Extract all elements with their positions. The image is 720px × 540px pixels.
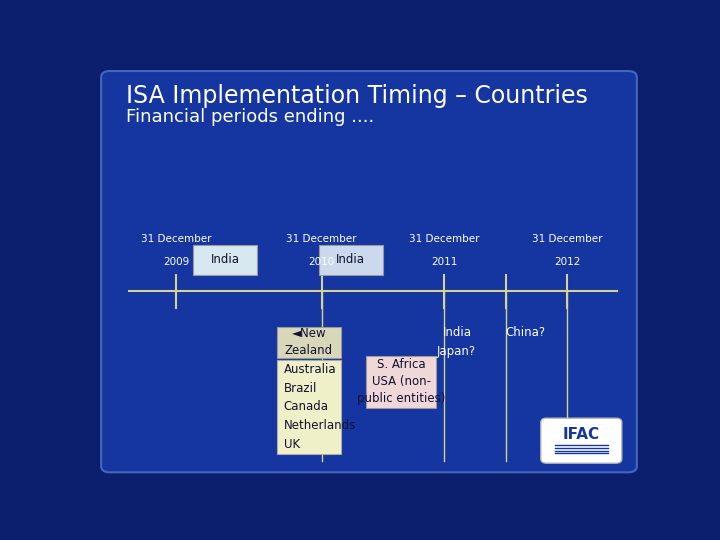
FancyBboxPatch shape: [541, 418, 622, 463]
Text: China?: China?: [505, 327, 546, 340]
FancyBboxPatch shape: [277, 327, 341, 358]
Text: India: India: [336, 253, 365, 266]
FancyBboxPatch shape: [366, 356, 436, 408]
Text: Netherlands: Netherlands: [284, 419, 356, 432]
Text: 2011: 2011: [431, 257, 457, 267]
Text: Japan?: Japan?: [437, 345, 476, 358]
Text: UK: UK: [284, 438, 300, 451]
Text: Canada: Canada: [284, 400, 328, 413]
Text: Brazil: Brazil: [284, 382, 317, 395]
Text: 2012: 2012: [554, 257, 580, 267]
Text: S. Africa
USA (non-
public entities): S. Africa USA (non- public entities): [357, 359, 445, 406]
Text: 31 December: 31 December: [287, 234, 357, 244]
Text: 2009: 2009: [163, 257, 189, 267]
FancyBboxPatch shape: [319, 245, 383, 275]
Text: Financial periods ending ....: Financial periods ending ....: [126, 109, 374, 126]
Text: 2010: 2010: [308, 257, 335, 267]
Text: IFAC: IFAC: [563, 427, 600, 442]
Text: Australia: Australia: [284, 363, 336, 376]
Text: India: India: [443, 327, 472, 340]
Text: India: India: [211, 253, 240, 266]
Text: 31 December: 31 December: [532, 234, 603, 244]
Text: 31 December: 31 December: [409, 234, 480, 244]
FancyBboxPatch shape: [101, 71, 637, 472]
FancyBboxPatch shape: [277, 360, 341, 454]
Text: 31 December: 31 December: [141, 234, 212, 244]
Text: ISA Implementation Timing – Countries: ISA Implementation Timing – Countries: [126, 84, 588, 107]
FancyBboxPatch shape: [193, 245, 258, 275]
Text: ◄New
Zealand: ◄New Zealand: [285, 327, 333, 357]
